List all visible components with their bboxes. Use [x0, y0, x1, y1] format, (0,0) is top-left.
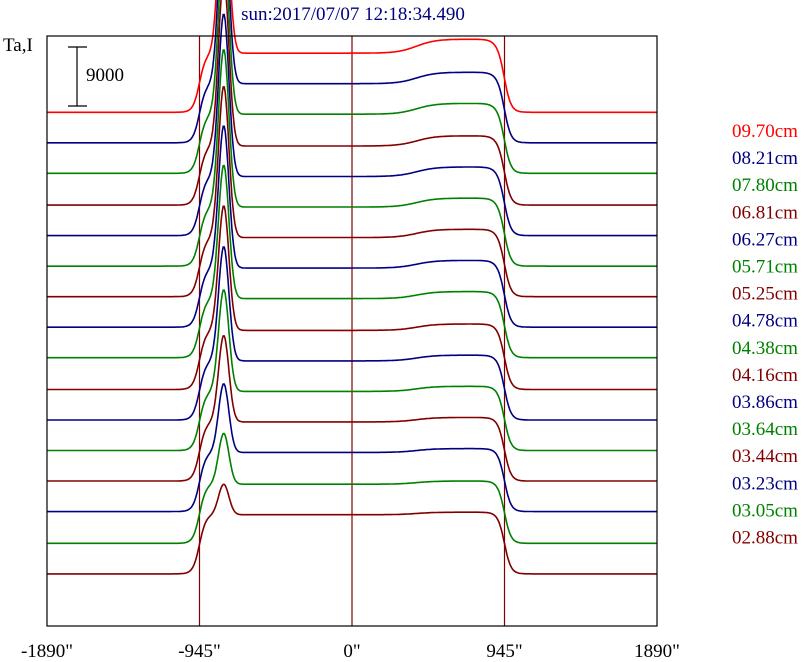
- legend-entry-09.70cm: 09.70cm: [732, 121, 798, 142]
- series-line-03.44cm: [47, 335, 657, 482]
- series-line-05.71cm: [47, 49, 657, 267]
- series-line-04.78cm: [47, 125, 657, 328]
- chart-title: sun:2017/07/07 12:18:34.490: [241, 4, 465, 25]
- legend-entry-03.23cm: 03.23cm: [732, 473, 798, 494]
- legend-entry-05.71cm: 05.71cm: [732, 257, 798, 278]
- series-line-09.70cm: [47, 0, 657, 114]
- series-line-03.86cm: [47, 246, 657, 421]
- legend: 09.70cm 08.21cm 07.80cm 06.81cm 06.27cm 05.71…: [732, 121, 798, 549]
- legend-entry-03.64cm: 03.64cm: [732, 419, 798, 440]
- legend-entry-04.16cm: 04.16cm: [732, 365, 798, 386]
- legend-entry-07.80cm: 07.80cm: [732, 175, 798, 196]
- scale-bar-label: 9000: [86, 65, 124, 86]
- legend-entry-04.38cm: 04.38cm: [732, 338, 798, 359]
- series-line-04.38cm: [47, 164, 657, 359]
- series-lines: [47, 0, 657, 575]
- series-line-07.80cm: [47, 0, 657, 175]
- legend-entry-06.81cm: 06.81cm: [732, 202, 798, 223]
- x-tick-labels: -1890" -945" 0" 945" 1890": [21, 641, 680, 662]
- x-tick-label-3: 945": [486, 641, 522, 662]
- legend-entry-08.21cm: 08.21cm: [732, 148, 798, 169]
- series-line-05.25cm: [47, 86, 657, 298]
- legend-entry-03.05cm: 03.05cm: [732, 500, 798, 521]
- series-line-02.88cm: [47, 483, 657, 575]
- series-line-04.16cm: [47, 205, 657, 391]
- legend-entry-04.78cm: 04.78cm: [732, 311, 798, 332]
- x-tick-label-2: 0": [343, 641, 360, 662]
- x-tick-label-0: -1890": [21, 641, 73, 662]
- series-line-03.05cm: [47, 432, 657, 545]
- series-line-06.27cm: [47, 13, 657, 237]
- series-line-03.23cm: [47, 383, 657, 513]
- legend-entry-02.88cm: 02.88cm: [732, 528, 798, 549]
- legend-entry-03.86cm: 03.86cm: [732, 392, 798, 413]
- legend-entry-06.27cm: 06.27cm: [732, 229, 798, 250]
- scale-bar: 9000: [68, 46, 124, 107]
- y-axis-label: Ta,I: [3, 35, 33, 56]
- x-tick-label-1: -945": [178, 641, 221, 662]
- x-tick-label-4: 1890": [634, 641, 680, 662]
- series-line-08.21cm: [47, 0, 657, 144]
- series-line-03.64cm: [47, 289, 657, 452]
- legend-entry-03.44cm: 03.44cm: [732, 446, 798, 467]
- legend-entry-05.25cm: 05.25cm: [732, 284, 798, 305]
- plot-frame: [46, 35, 658, 627]
- series-line-06.81cm: [47, 0, 657, 206]
